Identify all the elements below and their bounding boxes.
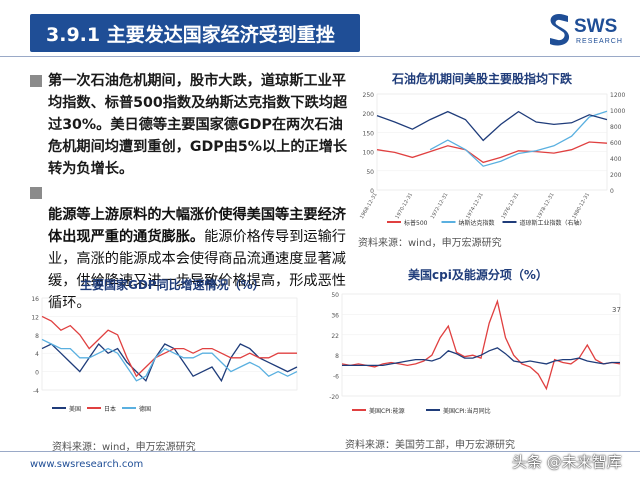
x-tick-label: 1972-12-31 bbox=[430, 192, 450, 220]
y-tick-label: 16 bbox=[31, 296, 39, 303]
cpi-energy-chart: -20 -6 8 22 36 50 美国CPI:能源 美国CPI:当月同比 bbox=[329, 292, 621, 415]
watermark: 头条 @未来智库 bbox=[512, 453, 622, 471]
gdp-chart-source: 资料来源：wind，申万宏源研究 bbox=[52, 442, 196, 453]
y-tick-label: 150 bbox=[363, 130, 375, 137]
y-tick-label: 36 bbox=[331, 312, 339, 319]
series-line bbox=[41, 342, 298, 383]
y-right-tick-label: 1200 bbox=[610, 92, 625, 99]
bullet-square-icon bbox=[30, 75, 42, 87]
legend-label: 美国 bbox=[69, 405, 81, 413]
slide-title-bar: 3.9.1 主要发达国家经济受到重挫 bbox=[30, 14, 360, 52]
paragraph-inflation-bold: 能源等上游原料的大幅涨价使得美国等主要经济体出现严重的通货膨胀。 bbox=[48, 207, 346, 245]
x-tick-label: 1970-12-31 bbox=[394, 192, 414, 220]
paragraph-inflation-rest: 能源价格传导到运输行业，高涨的能源成本会使得商品流通速度显著减缓，供给降速又进一… bbox=[48, 229, 346, 311]
y-tick-label: 50 bbox=[366, 169, 374, 176]
legend-label: 道琼斯工业指数（右轴） bbox=[520, 219, 586, 227]
y-right-tick-label: 0 bbox=[610, 188, 614, 195]
series-line bbox=[429, 110, 608, 167]
y-tick-label: -20 bbox=[329, 394, 339, 401]
paragraph-inflation: 能源等上游原料的大幅涨价使得美国等主要经济体出现严重的通货膨胀。能源价格传导到运… bbox=[48, 182, 348, 314]
x-tick-label: 1974-12-31 bbox=[465, 192, 485, 220]
sws-logo: SWS RESEARCH bbox=[548, 12, 630, 52]
series-line bbox=[376, 110, 608, 142]
y-tick-label: 0 bbox=[370, 188, 374, 195]
x-tick-label: 1976-12-31 bbox=[501, 192, 521, 220]
legend-label: 德国 bbox=[139, 405, 151, 413]
series-line bbox=[376, 141, 608, 164]
y-tick-label: 8 bbox=[35, 333, 39, 340]
bullet-square-icon bbox=[30, 187, 42, 199]
gdp-chart-title: 主要国家GDP同比增速情况（%） bbox=[80, 278, 265, 292]
y-tick-label: -6 bbox=[333, 374, 339, 381]
plot-area bbox=[341, 293, 621, 397]
cpi-chart-source: 资料来源：美国劳工部，申万宏源研究 bbox=[345, 440, 515, 451]
y-tick-label: 22 bbox=[331, 333, 339, 340]
y-right-tick-label: 1000 bbox=[610, 108, 625, 115]
plot-area bbox=[41, 297, 298, 391]
paragraph-oil-crisis: 第一次石油危机期间，股市大跌，道琼斯工业平均指数、标普500指数及纳斯达克指数下… bbox=[48, 73, 348, 177]
gdp-growth-chart: -4 0 4 8 12 16 美国 日本 德国 bbox=[31, 296, 298, 413]
y-tick-label: 0 bbox=[35, 370, 39, 377]
y-tick-label: 200 bbox=[363, 111, 375, 118]
y-tick-label: 250 bbox=[363, 92, 375, 99]
legend-label: 美国CPI:能源 bbox=[369, 407, 405, 415]
y-right-tick-label: 400 bbox=[610, 156, 622, 163]
y-tick-label: 4 bbox=[35, 351, 39, 358]
y-tick-label: 8 bbox=[335, 353, 339, 360]
legend-label: 标普500 bbox=[404, 219, 428, 227]
logo-text: SWS bbox=[574, 16, 618, 37]
legend-label: 日本 bbox=[104, 405, 116, 413]
plot-area bbox=[376, 93, 608, 191]
y-tick-label: 100 bbox=[363, 150, 375, 157]
y-right-tick-label: 200 bbox=[610, 172, 622, 179]
page-number: 37 bbox=[612, 306, 621, 314]
stock-index-chart: 0 50 100 150 200 250 标普500 纳斯达克指数 道琼斯工业指数（右轴） 196… bbox=[359, 92, 625, 227]
y-tick-label: 12 bbox=[31, 314, 39, 321]
legend-label: 纳斯达克指数 bbox=[459, 219, 495, 227]
slide-title: 3.9.1 主要发达国家经济受到重挫 bbox=[46, 24, 335, 46]
footer-divider bbox=[0, 451, 640, 452]
cpi-chart-title: 美国cpi及能源分项（%） bbox=[408, 268, 548, 282]
y-tick-label: -4 bbox=[33, 388, 39, 395]
y-tick-label: 50 bbox=[331, 292, 339, 299]
legend-label: 美国CPI:当月同比 bbox=[443, 407, 491, 415]
stock-chart-title: 石油危机期间美股主要股指均下跌 bbox=[392, 72, 573, 86]
sws-logo-icon bbox=[550, 14, 570, 46]
x-tick-label: 1980-12-31 bbox=[571, 192, 591, 220]
header-divider bbox=[0, 56, 640, 57]
series-line bbox=[341, 299, 621, 391]
series-line bbox=[342, 347, 620, 367]
x-tick-label: 1978-12-31 bbox=[536, 192, 556, 220]
stock-chart-source: 资料来源：wind，申万宏源研究 bbox=[358, 238, 502, 249]
x-tick-label: 1968-12-31 bbox=[359, 192, 379, 220]
series-line bbox=[41, 338, 298, 382]
y-right-tick-label: 600 bbox=[610, 140, 622, 147]
logo-subtext: RESEARCH bbox=[576, 38, 623, 45]
footer-url: www.swsresearch.com bbox=[30, 459, 144, 470]
y-right-tick-label: 800 bbox=[610, 124, 622, 131]
